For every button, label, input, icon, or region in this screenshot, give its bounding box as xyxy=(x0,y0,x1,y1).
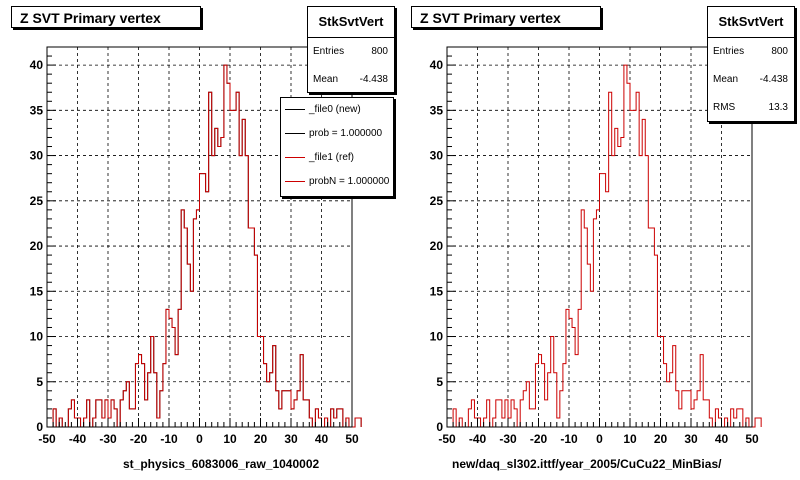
legend-label-prob: prob = 1.000000 xyxy=(309,128,383,139)
legend-label-ref: _file1 (ref) xyxy=(309,152,355,163)
legend-entry-ref: _file1 (ref) xyxy=(281,146,393,170)
right-x-tick-label: -40 xyxy=(469,432,487,446)
legend-label-probn: probN = 1.000000 xyxy=(309,176,390,187)
left-stats-entries-label: Entries xyxy=(313,46,345,57)
right-x-tick-label: -50 xyxy=(438,432,456,446)
left-y-tick-label: 15 xyxy=(30,284,44,298)
right-x-tick-label: 40 xyxy=(715,432,729,446)
right-y-tick-label: 15 xyxy=(430,284,444,298)
left-x-tick-label: 50 xyxy=(345,432,359,446)
right-x-tick-label: 10 xyxy=(623,432,637,446)
left-x-tick-label: -30 xyxy=(99,432,117,446)
left-x-tick-label: 30 xyxy=(284,432,298,446)
left-stats-entries-value: 800 xyxy=(371,46,388,57)
right-y-tick-label: 20 xyxy=(430,239,444,253)
right-chart-title: Z SVT Primary vertex xyxy=(411,6,601,28)
left-y-tick-label: 40 xyxy=(30,58,44,72)
legend-swatch-prob xyxy=(285,133,305,134)
left-y-tick-label: 10 xyxy=(30,330,44,344)
left-series-1-histogram xyxy=(52,64,362,428)
right-y-tick-label: 0 xyxy=(436,420,443,434)
right-stats-mean-value: -4.438 xyxy=(759,74,788,85)
left-y-tick-label: 20 xyxy=(30,239,44,253)
legend-entry-new: _file0 (new) xyxy=(281,98,393,122)
right-stats-rms-label: RMS xyxy=(713,102,736,113)
left-x-axis-title: st_physics_6083006_raw_1040002 xyxy=(123,457,320,471)
right-x-tick-label: 0 xyxy=(596,432,603,446)
right-stats-box: StkSvtVert Entries 800 Mean -4.438 RMS 1… xyxy=(707,6,795,122)
left-x-tick-label: -50 xyxy=(38,432,56,446)
left-x-tick-label: 0 xyxy=(196,432,203,446)
left-stats-title: StkSvtVert xyxy=(308,7,394,38)
right-stats-entries-row: Entries 800 xyxy=(708,38,794,66)
left-y-tick-label: 5 xyxy=(36,375,43,389)
left-stats-entries-row: Entries 800 xyxy=(308,38,394,66)
left-y-tick-label: 35 xyxy=(30,103,44,117)
right-stats-entries-value: 800 xyxy=(771,46,788,57)
legend-box: _file0 (new) prob = 1.000000 _file1 (ref… xyxy=(280,97,394,197)
left-chart-title: Z SVT Primary vertex xyxy=(11,6,201,28)
right-y-tick-label: 30 xyxy=(430,149,444,163)
legend-swatch-new xyxy=(285,109,305,110)
right-stats-entries-label: Entries xyxy=(713,46,745,57)
left-chart-panel: -50 -40 -30 -20 -10 0 10 20 30 40 50 0 5 10 15 20 25 30 35… xyxy=(11,6,395,471)
left-x-tick-label: 10 xyxy=(223,432,237,446)
right-x-tick-label: 20 xyxy=(654,432,668,446)
right-y-tick-label: 10 xyxy=(430,330,444,344)
right-y-tick-label: 35 xyxy=(430,103,444,117)
left-y-tick-label: 30 xyxy=(30,149,44,163)
right-stats-mean-label: Mean xyxy=(713,74,739,85)
right-chart-panel: -50 -40 -30 -20 -10 0 10 20 30 40 50 0 5 10 15 20 25 30 35… xyxy=(400,0,800,480)
left-stats-mean-value: -4.438 xyxy=(359,74,388,85)
left-x-tick-label: -40 xyxy=(69,432,87,446)
right-histogram-plot: -50 -40 -30 -20 -10 0 10 20 30 40 50 0 5 10 15 20 25 30 35… xyxy=(430,46,762,446)
right-y-tick-label: 5 xyxy=(436,375,443,389)
legend-swatch-probn xyxy=(285,181,305,182)
right-y-tick-label: 25 xyxy=(430,194,444,208)
right-stats-mean-row: Mean -4.438 xyxy=(708,66,794,94)
left-x-tick-label: -10 xyxy=(160,432,178,446)
right-x-axis-title: new/daq_sl302.ittf/year_2005/CuCu22_MinB… xyxy=(452,457,722,471)
legend-entry-probn: probN = 1.000000 xyxy=(281,170,393,194)
left-stats-mean-row: Mean -4.438 xyxy=(308,66,394,94)
right-x-tick-label: -30 xyxy=(499,432,517,446)
right-x-tick-label: 50 xyxy=(745,432,759,446)
left-x-tick-label: 40 xyxy=(315,432,329,446)
right-x-tick-label: -20 xyxy=(530,432,548,446)
legend-swatch-ref xyxy=(285,157,305,158)
left-y-tick-label: 0 xyxy=(36,420,43,434)
right-stats-rms-value: 13.3 xyxy=(768,102,788,113)
left-x-tick-label: 20 xyxy=(254,432,268,446)
legend-entry-prob: prob = 1.000000 xyxy=(281,122,393,146)
right-series-0-histogram xyxy=(452,64,762,428)
right-y-tick-label: 40 xyxy=(430,58,444,72)
left-stats-box: StkSvtVert Entries 800 Mean -4.438 xyxy=(307,6,395,93)
right-x-tick-label: -10 xyxy=(560,432,578,446)
left-stats-mean-label: Mean xyxy=(313,74,339,85)
left-y-tick-label: 25 xyxy=(30,194,44,208)
right-x-tick-label: 30 xyxy=(684,432,698,446)
left-x-tick-label: -20 xyxy=(130,432,148,446)
legend-label-new: _file0 (new) xyxy=(309,104,361,115)
right-stats-rms-row: RMS 13.3 xyxy=(708,94,794,122)
right-stats-title: StkSvtVert xyxy=(708,7,794,38)
